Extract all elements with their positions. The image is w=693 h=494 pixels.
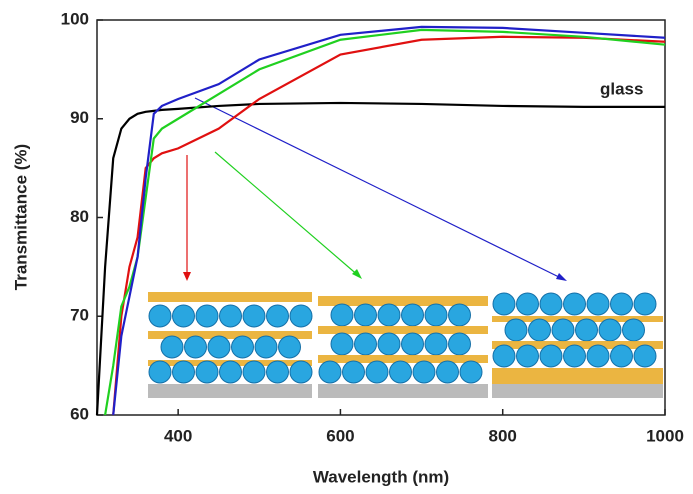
- particle: [622, 318, 645, 342]
- particle: [448, 332, 471, 356]
- particle: [492, 292, 516, 316]
- ligand-layer: [318, 355, 488, 363]
- arrow: [214, 151, 361, 278]
- particle: [516, 344, 539, 368]
- ligand-layer: [318, 296, 488, 306]
- particle: [389, 360, 412, 384]
- particle: [598, 318, 622, 342]
- particle: [516, 292, 539, 316]
- substrate: [148, 384, 312, 398]
- x-tick-label: 1000: [646, 426, 684, 445]
- schematic: [148, 292, 663, 398]
- particle: [160, 335, 184, 359]
- particle: [195, 360, 219, 384]
- particle: [610, 344, 633, 368]
- x-axis-label: Wavelength (nm): [313, 467, 449, 486]
- particle: [184, 335, 207, 359]
- y-tick-label: 80: [70, 207, 89, 226]
- particle: [504, 318, 528, 342]
- particle: [172, 360, 195, 384]
- series-line: [95, 101, 665, 416]
- y-tick-label: 100: [61, 9, 89, 28]
- particle: [195, 304, 219, 328]
- particle: [575, 318, 598, 342]
- series-line: [104, 28, 666, 416]
- particle: [539, 344, 563, 368]
- arrows: [183, 97, 567, 281]
- particle: [207, 335, 231, 359]
- particle: [278, 335, 301, 359]
- particle: [563, 292, 586, 316]
- particle: [266, 304, 289, 328]
- particle: [492, 344, 516, 368]
- substrate: [492, 384, 663, 398]
- particle: [412, 360, 436, 384]
- particle: [242, 304, 266, 328]
- particle: [231, 335, 254, 359]
- particle: [459, 360, 483, 384]
- series-line: [112, 25, 666, 416]
- x-tick-label: 600: [326, 426, 354, 445]
- particle: [219, 304, 242, 328]
- particle: [424, 303, 448, 327]
- particle: [610, 292, 633, 316]
- particle: [172, 304, 195, 328]
- particle: [148, 304, 172, 328]
- particle: [254, 335, 278, 359]
- series-line: [112, 35, 666, 416]
- particle: [401, 332, 424, 356]
- particle: [330, 332, 354, 356]
- arrow-head: [352, 269, 362, 279]
- substrate: [318, 384, 488, 398]
- y-axis-label: Transmittance (%): [11, 144, 30, 290]
- arrow-head: [183, 272, 191, 281]
- particle: [354, 303, 377, 327]
- x-tick-label: 800: [489, 426, 517, 445]
- particle: [342, 360, 365, 384]
- particle: [266, 360, 289, 384]
- particle: [539, 292, 563, 316]
- particle: [318, 360, 342, 384]
- particle: [633, 344, 657, 368]
- particle: [424, 332, 448, 356]
- particle: [436, 360, 459, 384]
- particle: [242, 360, 266, 384]
- x-tick-label: 400: [164, 426, 192, 445]
- y-tick-label: 70: [70, 306, 89, 325]
- particle: [633, 292, 657, 316]
- particle: [586, 344, 610, 368]
- arrow-head: [556, 273, 567, 281]
- particle: [365, 360, 389, 384]
- particle: [528, 318, 551, 342]
- y-tick-label: 60: [70, 404, 89, 423]
- ligand-layer: [148, 331, 312, 339]
- particle: [148, 360, 172, 384]
- particle: [330, 303, 354, 327]
- particle: [354, 332, 377, 356]
- annotation: glass: [600, 79, 643, 98]
- ligand-layer: [492, 368, 663, 384]
- particle: [586, 292, 610, 316]
- particle: [289, 304, 313, 328]
- particle: [563, 344, 586, 368]
- particle: [551, 318, 575, 342]
- particle: [401, 303, 424, 327]
- y-tick-label: 90: [70, 108, 89, 127]
- particle: [377, 303, 401, 327]
- ligand-layer: [492, 316, 663, 322]
- ligand-layer: [148, 292, 312, 302]
- particle: [289, 360, 313, 384]
- ligand-layer: [318, 326, 488, 334]
- particle: [448, 303, 471, 327]
- particle: [219, 360, 242, 384]
- arrow: [194, 97, 566, 281]
- particle: [377, 332, 401, 356]
